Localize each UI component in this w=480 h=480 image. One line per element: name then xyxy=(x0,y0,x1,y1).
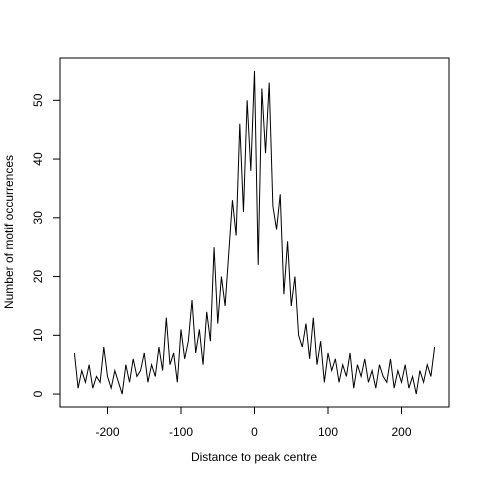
y-tick-label: 10 xyxy=(31,328,45,342)
y-tick-label: 50 xyxy=(31,93,45,107)
x-tick-label: -200 xyxy=(95,425,119,439)
x-axis-label: Distance to peak centre xyxy=(191,450,317,464)
x-tick-label: 0 xyxy=(251,425,258,439)
x-tick-label: 200 xyxy=(391,425,411,439)
y-tick-label: 40 xyxy=(31,152,45,166)
y-axis-label: Number of motif occurrences xyxy=(2,155,16,309)
data-line xyxy=(73,70,436,395)
y-tick-label: 20 xyxy=(31,270,45,284)
y-tick-label: 0 xyxy=(31,390,45,397)
x-tick-label: 100 xyxy=(318,425,338,439)
y-tick-label: 30 xyxy=(31,211,45,225)
plot-frame xyxy=(59,57,450,408)
x-tick-label: -100 xyxy=(169,425,193,439)
